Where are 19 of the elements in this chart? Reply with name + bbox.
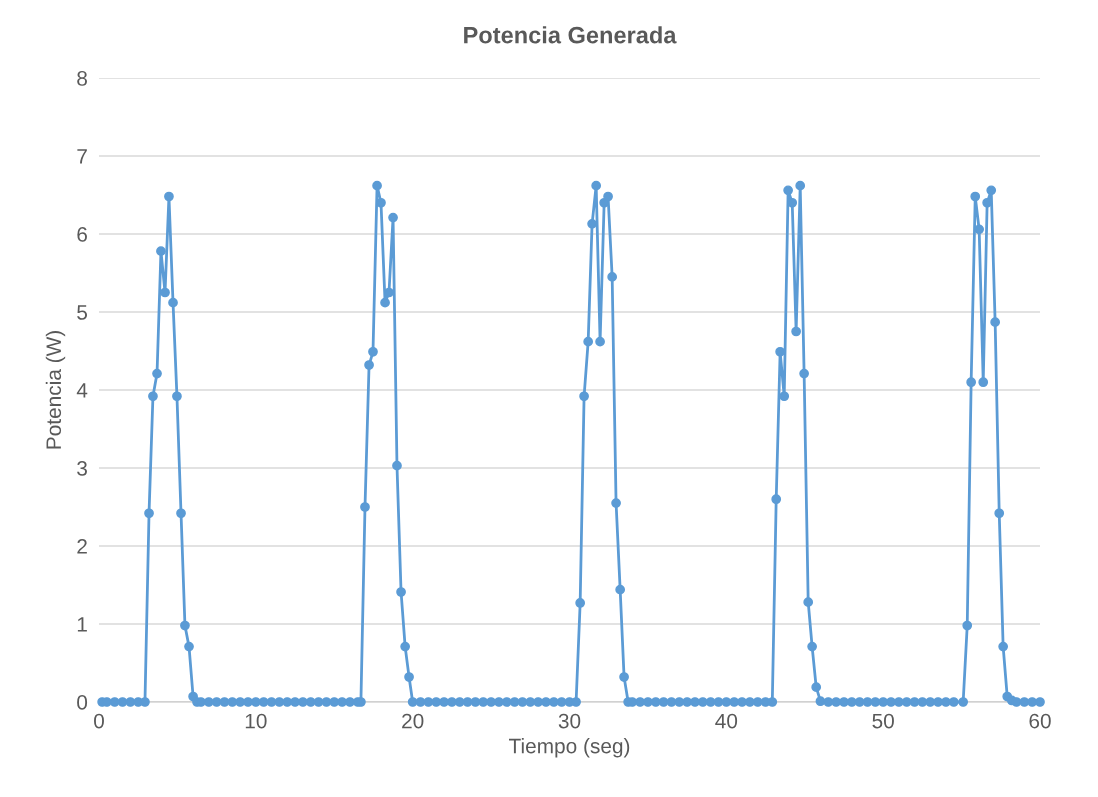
x-tick-label: 30 [558,713,581,729]
y-tick-label: 3 [77,461,87,476]
y-tick-label: 7 [77,149,87,164]
x-tick-label: 20 [402,713,424,729]
y-tick-label: 5 [77,305,88,320]
y-tick-label: 8 [77,71,87,86]
y-axis-title: Potencia (W) [45,331,66,449]
y-tick-label: 4 [76,383,88,398]
x-tick-label: 0 [94,713,104,729]
x-axis-title: Tiempo (seg) [509,738,630,758]
y-tick-label: 2 [77,539,87,554]
y-tick-label: 0 [77,695,88,710]
chart-title: Potencia Generada [464,26,677,44]
y-tick-label: 1 [77,617,87,632]
x-tick-label: 40 [715,713,738,729]
x-tick-label: 50 [872,713,894,729]
x-tick-label: 10 [245,713,267,729]
x-tick-label: 60 [1029,713,1051,729]
y-tick-label: 6 [77,227,87,242]
